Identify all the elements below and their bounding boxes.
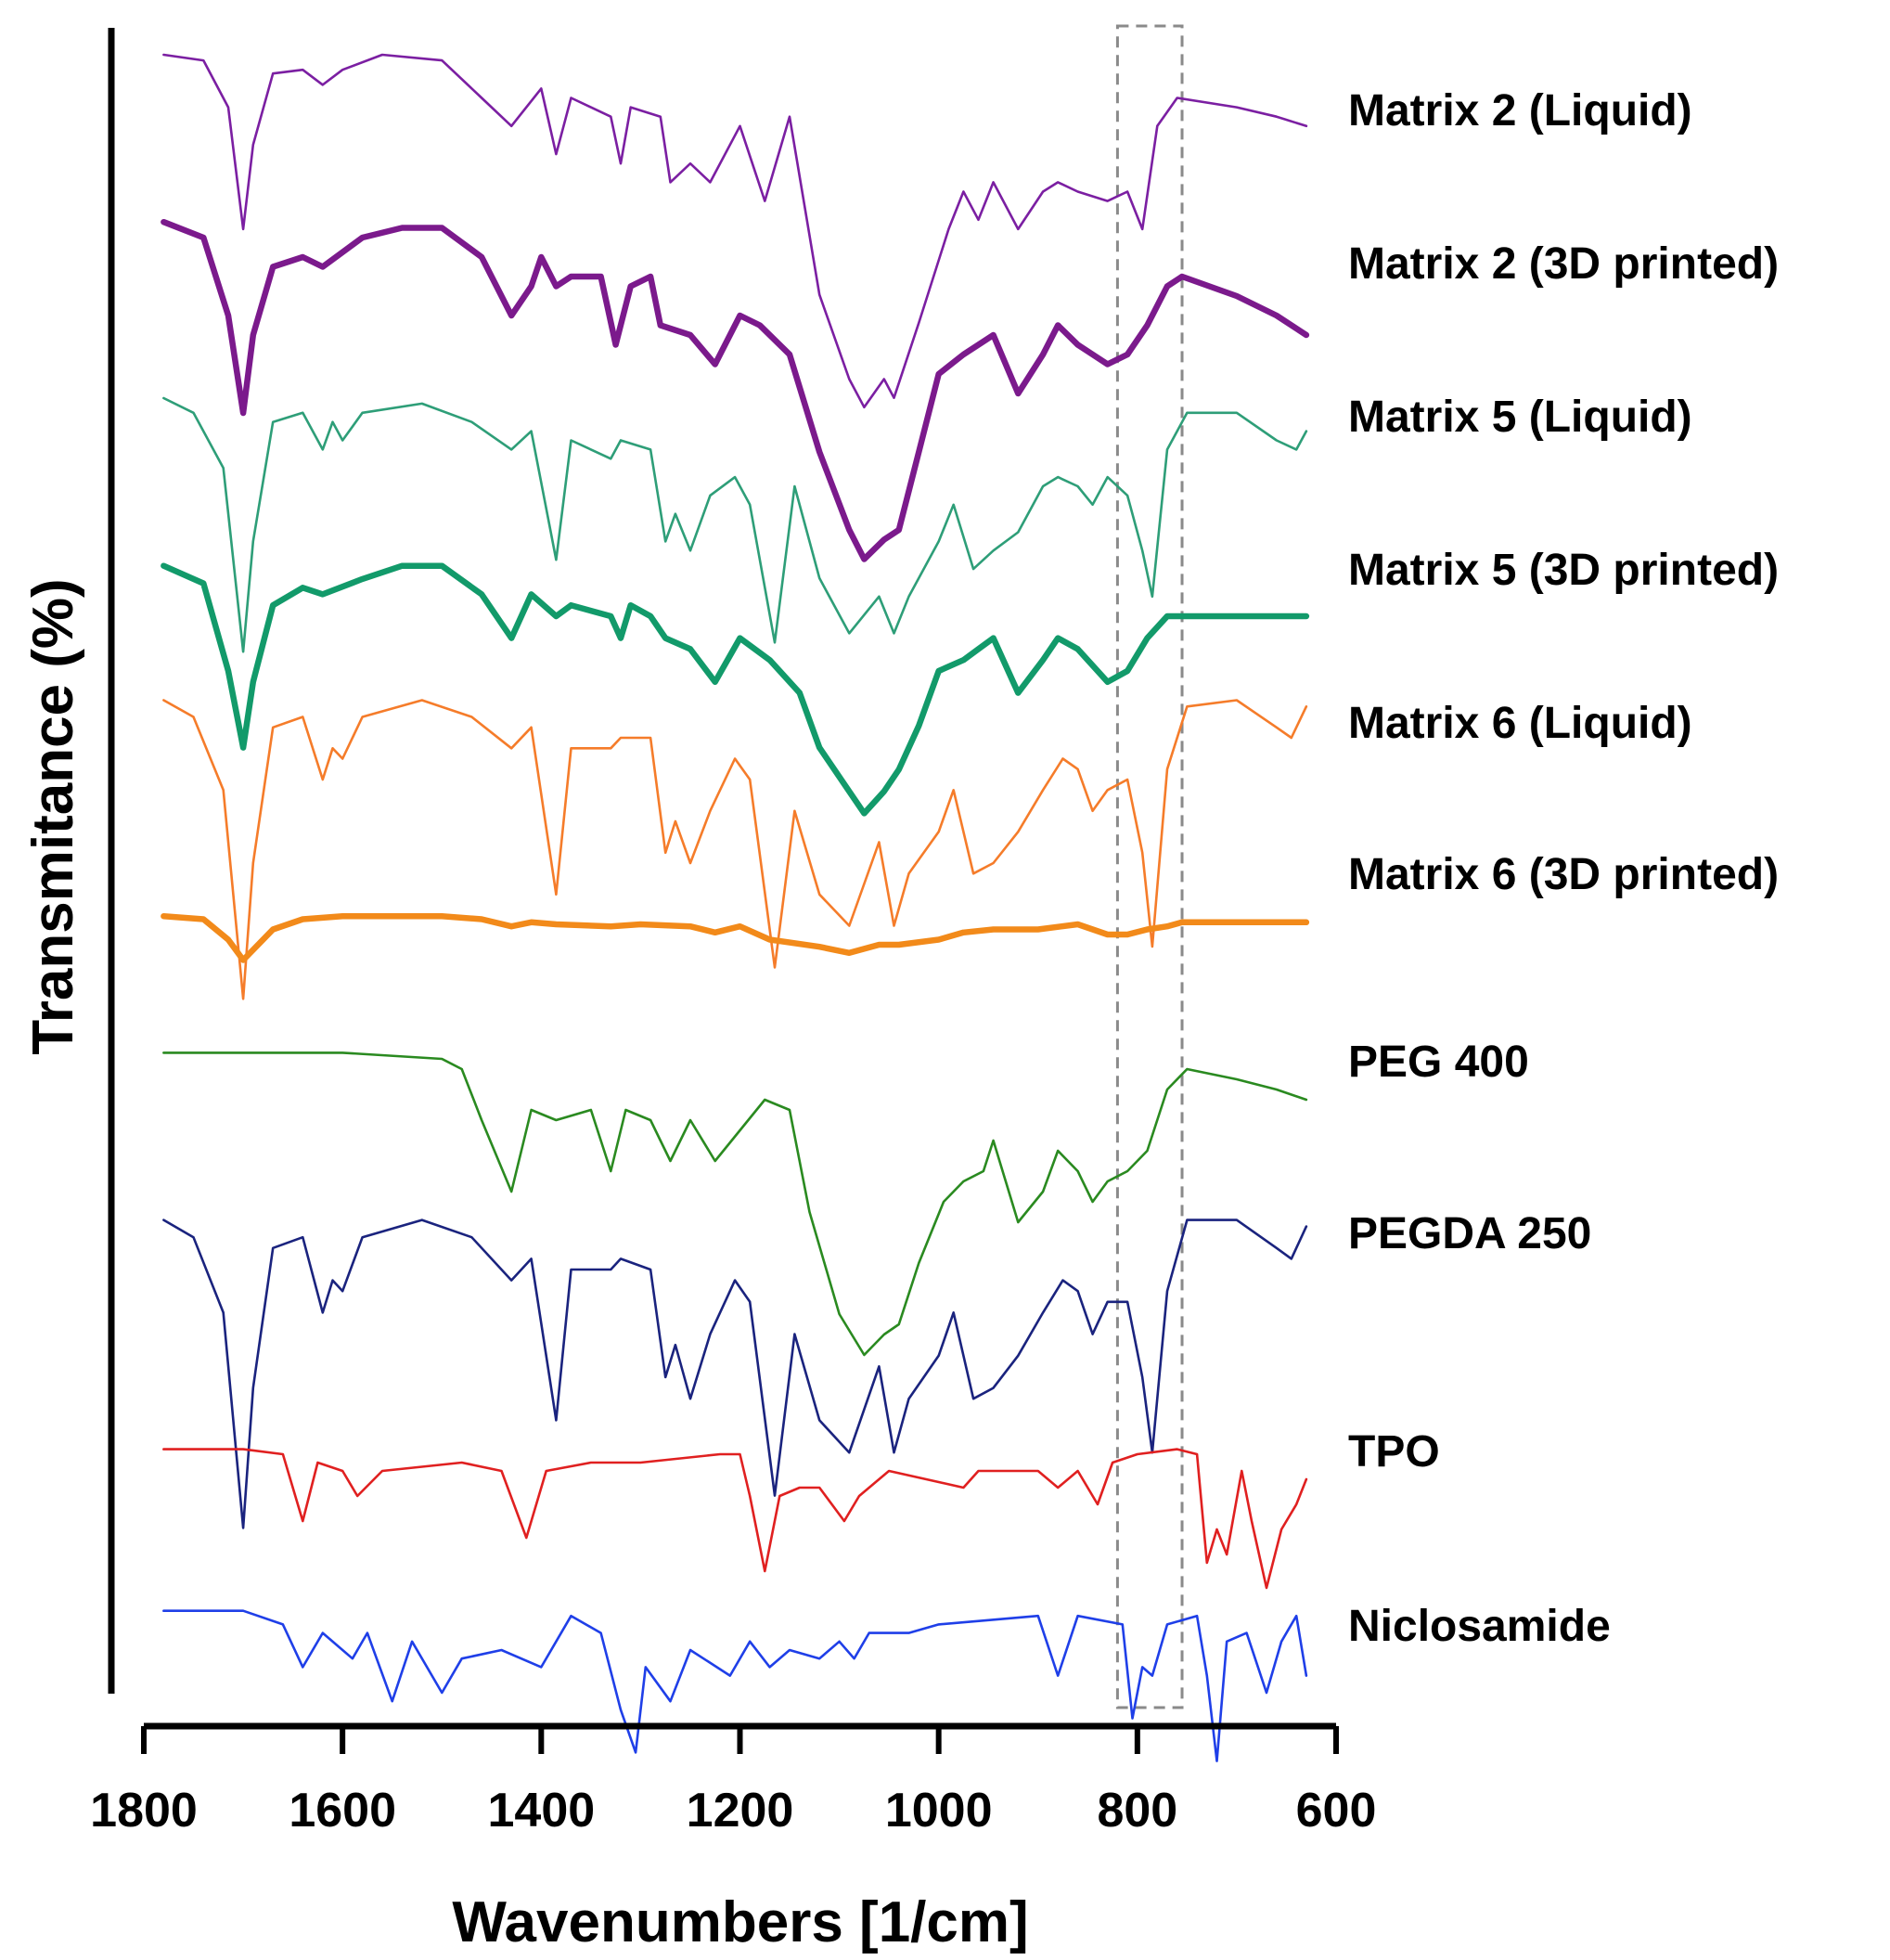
- axes-layer: 1800 1600 1400 1200 1000 800 600: [90, 28, 1376, 1838]
- y-axis-label: Transmitance (%): [21, 578, 85, 1054]
- x-tick-label-800: 800: [1097, 1784, 1177, 1838]
- series-line-3: [161, 562, 1310, 817]
- series-line-7: [162, 1219, 1308, 1529]
- series-label-3: Matrix 5 (3D printed): [1348, 546, 1779, 595]
- x-axis-label: Wavenumbers [1/cm]: [452, 1890, 1028, 1954]
- x-tick-label-1000: 1000: [885, 1784, 993, 1838]
- series-line-0: [162, 53, 1308, 409]
- x-tick-label-600: 600: [1296, 1784, 1377, 1838]
- series-label-1: Matrix 2 (3D printed): [1348, 239, 1779, 289]
- series-label-8: TPO: [1348, 1427, 1440, 1476]
- series-label-0: Matrix 2 (Liquid): [1348, 86, 1692, 135]
- series-label-6: PEG 400: [1348, 1038, 1529, 1087]
- series-line-9: [162, 1609, 1308, 1762]
- series-line-5: [161, 912, 1310, 963]
- series-label-9: Niclosamide: [1348, 1602, 1611, 1651]
- series-label-4: Matrix 6 (Liquid): [1348, 699, 1692, 748]
- x-tick-label-1800: 1800: [90, 1784, 198, 1838]
- series-label-7: PEGDA 250: [1348, 1209, 1591, 1258]
- x-tick-label-1600: 1600: [289, 1784, 396, 1838]
- series-line-4: [162, 699, 1308, 1000]
- x-tick-label-1200: 1200: [687, 1784, 794, 1838]
- series-line-2: [162, 396, 1308, 653]
- series-labels: Matrix 2 (Liquid) Matrix 2 (3D printed) Ma…: [1348, 86, 1779, 1651]
- series-label-2: Matrix 5 (Liquid): [1348, 393, 1692, 442]
- series-line-6: [162, 1051, 1308, 1357]
- series-label-5: Matrix 6 (3D printed): [1348, 850, 1779, 899]
- series-line-1: [161, 218, 1310, 562]
- highlight-region-box: [1115, 24, 1184, 1709]
- spectra-layer: [161, 24, 1310, 1762]
- x-tick-label-1400: 1400: [487, 1784, 595, 1838]
- series-line-8: [162, 1448, 1308, 1590]
